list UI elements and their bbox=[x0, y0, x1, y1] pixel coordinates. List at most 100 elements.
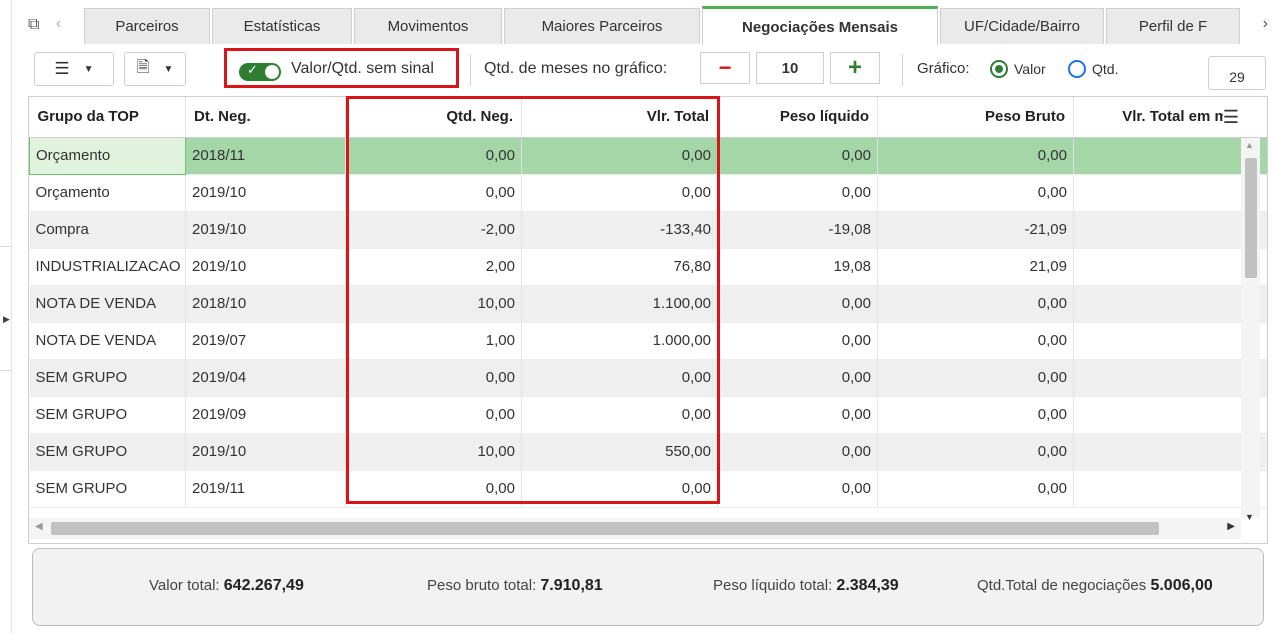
cell-peso-liquido[interactable]: 0,00 bbox=[717, 470, 878, 508]
cell-dt-neg[interactable]: 2019/10 bbox=[185, 433, 346, 471]
cell-vlr-total-moeda[interactable] bbox=[1073, 285, 1267, 323]
cell-vlr-total-moeda[interactable] bbox=[1073, 359, 1267, 397]
table-row[interactable]: SEM GRUPO 2019/10 10,00 550,00 0,00 0,00 bbox=[29, 433, 1267, 471]
cell-peso-liquido[interactable]: 0,00 bbox=[717, 137, 878, 175]
table-row[interactable]: Orçamento 2019/10 0,00 0,00 0,00 0,00 bbox=[29, 174, 1267, 212]
cell-grupo[interactable]: Orçamento bbox=[29, 174, 186, 212]
months-input[interactable]: 10 bbox=[756, 52, 824, 84]
cell-peso-bruto[interactable]: 21,09 bbox=[877, 248, 1074, 286]
cell-dt-neg[interactable]: 2019/10 bbox=[185, 211, 346, 249]
cell-qtd-neg[interactable]: 2,00 bbox=[345, 248, 522, 286]
increment-button[interactable]: + bbox=[830, 52, 880, 84]
cell-peso-liquido[interactable]: 0,00 bbox=[717, 174, 878, 212]
cell-grupo[interactable]: SEM GRUPO bbox=[29, 396, 186, 434]
column-menu-icon[interactable]: ☰ bbox=[1222, 107, 1239, 128]
col-header-dt-neg[interactable]: Dt. Neg. bbox=[185, 97, 346, 138]
cell-peso-liquido[interactable]: -19,08 bbox=[717, 211, 878, 249]
cell-grupo[interactable]: NOTA DE VENDA bbox=[29, 285, 186, 323]
cell-peso-bruto[interactable]: 0,00 bbox=[877, 396, 1074, 434]
cell-vlr-total[interactable]: 550,00 bbox=[521, 433, 718, 471]
cell-dt-neg[interactable]: 2019/04 bbox=[185, 359, 346, 397]
tab-movimentos[interactable]: Movimentos bbox=[354, 8, 502, 44]
export-button[interactable]: 🗎 ▼ bbox=[124, 52, 186, 86]
cell-qtd-neg[interactable]: 0,00 bbox=[345, 396, 522, 434]
cell-vlr-total[interactable]: 0,00 bbox=[521, 137, 718, 175]
col-header-vlr-total[interactable]: Vlr. Total bbox=[521, 97, 718, 138]
page-size-input[interactable]: 29 bbox=[1208, 56, 1266, 90]
cell-peso-bruto[interactable]: 0,00 bbox=[877, 285, 1074, 323]
scroll-left-icon[interactable]: ◀ bbox=[35, 521, 43, 532]
cell-peso-liquido[interactable]: 19,08 bbox=[717, 248, 878, 286]
table-row[interactable]: SEM GRUPO 2019/09 0,00 0,00 0,00 0,00 bbox=[29, 396, 1267, 434]
cell-dt-neg[interactable]: 2019/10 bbox=[185, 174, 346, 212]
col-header-peso-bruto[interactable]: Peso Bruto bbox=[877, 97, 1074, 138]
vertical-scroll-thumb[interactable] bbox=[1245, 158, 1257, 278]
cell-qtd-neg[interactable]: 0,00 bbox=[345, 359, 522, 397]
cell-vlr-total-moeda[interactable] bbox=[1073, 433, 1267, 471]
cell-grupo[interactable]: Compra bbox=[29, 211, 186, 249]
col-header-peso-liquido[interactable]: Peso líquido bbox=[717, 97, 878, 138]
cell-grupo[interactable]: SEM GRUPO bbox=[29, 359, 186, 397]
cell-peso-liquido[interactable]: 0,00 bbox=[717, 359, 878, 397]
cell-qtd-neg[interactable]: 10,00 bbox=[345, 285, 522, 323]
cell-qtd-neg[interactable]: 1,00 bbox=[345, 322, 522, 360]
col-header-qtd-neg[interactable]: Qtd. Neg. bbox=[345, 97, 522, 138]
cell-vlr-total[interactable]: 0,00 bbox=[521, 470, 718, 508]
scroll-down-icon[interactable]: ▼ bbox=[1245, 512, 1254, 522]
cell-peso-liquido[interactable]: 0,00 bbox=[717, 396, 878, 434]
cell-dt-neg[interactable]: 2018/11 bbox=[185, 137, 346, 175]
table-row[interactable]: SEM GRUPO 2019/11 0,00 0,00 0,00 0,00 bbox=[29, 470, 1267, 508]
cell-vlr-total[interactable]: 76,80 bbox=[521, 248, 718, 286]
cell-vlr-total[interactable]: 0,00 bbox=[521, 396, 718, 434]
tab-prev-chevron-icon[interactable]: ‹ bbox=[56, 15, 62, 32]
cell-vlr-total-moeda[interactable] bbox=[1073, 396, 1267, 434]
cell-peso-liquido[interactable]: 0,00 bbox=[717, 322, 878, 360]
scroll-right-icon[interactable]: ▶ bbox=[1227, 521, 1235, 532]
cell-vlr-total-moeda[interactable] bbox=[1073, 248, 1267, 286]
table-row[interactable]: SEM GRUPO 2019/04 0,00 0,00 0,00 0,00 bbox=[29, 359, 1267, 397]
cell-vlr-total-moeda[interactable] bbox=[1073, 137, 1267, 175]
cell-dt-neg[interactable]: 2019/09 bbox=[185, 396, 346, 434]
table-row[interactable]: Compra 2019/10 -2,00 -133,40 -19,08 -21,09 bbox=[29, 211, 1267, 249]
cell-vlr-total[interactable]: -133,40 bbox=[521, 211, 718, 249]
cell-vlr-total-moeda[interactable] bbox=[1073, 470, 1267, 508]
cell-grupo[interactable]: Orçamento bbox=[29, 136, 186, 175]
cell-qtd-neg[interactable]: 0,00 bbox=[345, 470, 522, 508]
cell-dt-neg[interactable]: 2019/11 bbox=[185, 470, 346, 508]
cell-peso-bruto[interactable]: 0,00 bbox=[877, 174, 1074, 212]
expand-arrow-icon[interactable]: ▶ bbox=[3, 314, 10, 324]
cell-peso-bruto[interactable]: 0,00 bbox=[877, 322, 1074, 360]
list-view-button[interactable]: ☰ ▼ bbox=[34, 52, 114, 86]
cell-vlr-total[interactable]: 0,00 bbox=[521, 174, 718, 212]
tab-next-chevron-icon[interactable]: › bbox=[1262, 15, 1268, 32]
cell-qtd-neg[interactable]: 0,00 bbox=[345, 174, 522, 212]
cell-qtd-neg[interactable]: -2,00 bbox=[345, 211, 522, 249]
cell-vlr-total-moeda[interactable] bbox=[1073, 174, 1267, 212]
cell-dt-neg[interactable]: 2018/10 bbox=[185, 285, 346, 323]
cell-grupo[interactable]: INDUSTRIALIZACAO bbox=[29, 248, 186, 286]
tab-parceiros[interactable]: Parceiros bbox=[84, 8, 210, 44]
cell-dt-neg[interactable]: 2019/07 bbox=[185, 322, 346, 360]
cell-grupo[interactable]: SEM GRUPO bbox=[29, 433, 186, 471]
radio-qtd[interactable] bbox=[1068, 60, 1086, 78]
cell-grupo[interactable]: NOTA DE VENDA bbox=[29, 322, 186, 360]
cell-vlr-total[interactable]: 0,00 bbox=[521, 359, 718, 397]
table-row[interactable]: NOTA DE VENDA 2018/10 10,00 1.100,00 0,00 0,0… bbox=[29, 285, 1267, 323]
cell-dt-neg[interactable]: 2019/10 bbox=[185, 248, 346, 286]
cell-vlr-total[interactable]: 1.000,00 bbox=[521, 322, 718, 360]
vertical-scrollbar[interactable]: ▲ ▼ bbox=[1241, 138, 1260, 522]
cell-peso-bruto[interactable]: 0,00 bbox=[877, 137, 1074, 175]
cell-peso-liquido[interactable]: 0,00 bbox=[717, 433, 878, 471]
unsigned-toggle-switch[interactable]: ✓ bbox=[239, 62, 281, 81]
tab-negociacoes-mensais[interactable]: Negociações Mensais bbox=[702, 6, 938, 45]
cell-peso-liquido[interactable]: 0,00 bbox=[717, 285, 878, 323]
cell-vlr-total-moeda[interactable] bbox=[1073, 211, 1267, 249]
tab-maiores-parceiros[interactable]: Maiores Parceiros bbox=[504, 8, 700, 44]
scroll-up-icon[interactable]: ▲ bbox=[1245, 140, 1254, 150]
table-row[interactable]: Orçamento 2018/11 0,00 0,00 0,00 0,00 bbox=[29, 136, 1267, 175]
tab-estatisticas[interactable]: Estatísticas bbox=[212, 8, 352, 44]
table-row[interactable]: INDUSTRIALIZACAO 2019/10 2,00 76,80 19,08 21,… bbox=[29, 248, 1267, 286]
cell-vlr-total[interactable]: 1.100,00 bbox=[521, 285, 718, 323]
cell-qtd-neg[interactable]: 10,00 bbox=[345, 433, 522, 471]
cell-vlr-total-moeda[interactable] bbox=[1073, 322, 1267, 360]
